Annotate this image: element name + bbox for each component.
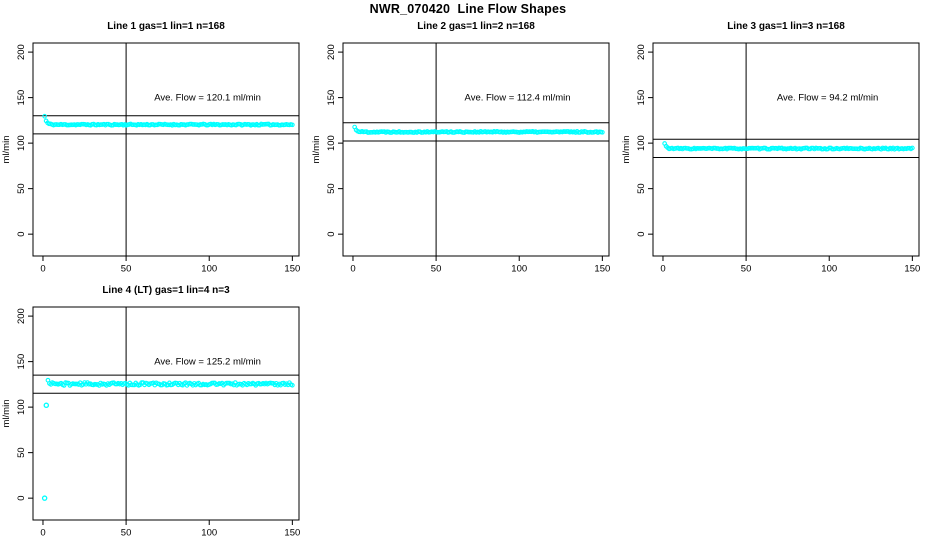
x-tick-label: 150 <box>284 264 300 275</box>
data-point <box>600 129 605 135</box>
x-tick-label: 0 <box>350 264 355 275</box>
plot-line3: 0 50 100 150 0 50 100 150 200 ml/min Ave. Flow = 9… <box>621 42 920 275</box>
plot-box <box>32 42 300 257</box>
flow-scatter-series <box>41 377 295 501</box>
flow-scatter-series <box>662 141 915 152</box>
panel-title-line3: Line 3 gas=1 lin=3 n=168 <box>727 21 845 32</box>
ave-flow-annotation: Ave. Flow = 112.4 ml/min <box>465 93 571 104</box>
y-tick-label: 0 <box>16 496 27 501</box>
y-tick-label: 150 <box>326 90 337 106</box>
y-tick-label: 200 <box>16 308 27 324</box>
y-tick-label: 50 <box>326 183 337 194</box>
y-axis-label: ml/min <box>1 136 12 164</box>
ave-flow-annotation: Ave. Flow = 120.1 ml/min <box>154 93 261 104</box>
plot-line4: 0 50 100 150 0 50 100 150 200 ml/min Ave. Flow = 1… <box>1 306 300 539</box>
y-tick-label: 150 <box>636 90 647 106</box>
data-point <box>290 382 295 388</box>
x-tick-label: 50 <box>121 528 132 539</box>
y-tick-label: 0 <box>16 232 27 237</box>
plot-line2: 0 50 100 150 0 50 100 150 200 ml/min Ave. Flow = 1… <box>311 42 610 275</box>
x-tick-label: 100 <box>201 528 217 539</box>
x-tick-label: 50 <box>741 264 752 275</box>
y-tick-label: 0 <box>636 232 647 237</box>
x-tick-label: 0 <box>40 264 45 275</box>
y-axis-label: ml/min <box>1 400 12 428</box>
x-tick-label: 0 <box>40 528 45 539</box>
y-tick-label: 50 <box>636 183 647 194</box>
x-tick-label: 0 <box>660 264 665 275</box>
x-tick-label: 50 <box>121 264 132 275</box>
y-tick-label: 200 <box>16 44 27 60</box>
plot-box <box>342 42 610 257</box>
data-point <box>910 145 915 151</box>
x-tick-label: 100 <box>511 264 527 275</box>
outlier-point <box>43 402 50 409</box>
y-tick-label: 50 <box>16 447 27 458</box>
x-tick-label: 100 <box>201 264 217 275</box>
y-tick-label: 100 <box>16 399 27 415</box>
ave-flow-annotation: Ave. Flow = 94.2 ml/min <box>777 93 878 104</box>
x-tick-label: 150 <box>904 264 920 275</box>
panel-title-line1: Line 1 gas=1 lin=1 n=168 <box>107 21 225 32</box>
plot-box <box>32 306 300 521</box>
x-tick-label: 150 <box>284 528 300 539</box>
panel-title-line4: Line 4 (LT) gas=1 lin=4 n=3 <box>102 285 230 296</box>
y-tick-label: 0 <box>326 232 337 237</box>
x-tick-label: 150 <box>594 264 610 275</box>
y-tick-label: 50 <box>16 183 27 194</box>
y-tick-label: 150 <box>16 354 27 370</box>
y-tick-label: 100 <box>636 135 647 151</box>
outlier-point <box>41 495 48 501</box>
y-tick-label: 100 <box>16 135 27 151</box>
figure-title: NWR_070420 Line Flow Shapes <box>369 2 567 16</box>
x-tick-label: 100 <box>821 264 837 275</box>
y-tick-label: 200 <box>326 44 337 60</box>
data-point <box>290 122 295 128</box>
x-tick-label: 50 <box>431 264 442 275</box>
flow-scatter-series <box>352 124 605 135</box>
y-axis-label: ml/min <box>311 136 322 164</box>
plot-box <box>652 42 920 257</box>
y-tick-label: 200 <box>636 44 647 60</box>
y-tick-label: 100 <box>326 135 337 151</box>
y-axis-label: ml/min <box>621 136 632 164</box>
plot-line1: 0 50 100 150 0 50 100 150 200 ml/min Ave. Flow = 1… <box>1 42 300 275</box>
flow-scatter-series <box>42 113 295 128</box>
y-tick-label: 150 <box>16 90 27 106</box>
data-point <box>42 113 47 119</box>
ave-flow-annotation: Ave. Flow = 125.2 ml/min <box>154 357 261 368</box>
panel-title-line2: Line 2 gas=1 lin=2 n=168 <box>417 21 535 32</box>
